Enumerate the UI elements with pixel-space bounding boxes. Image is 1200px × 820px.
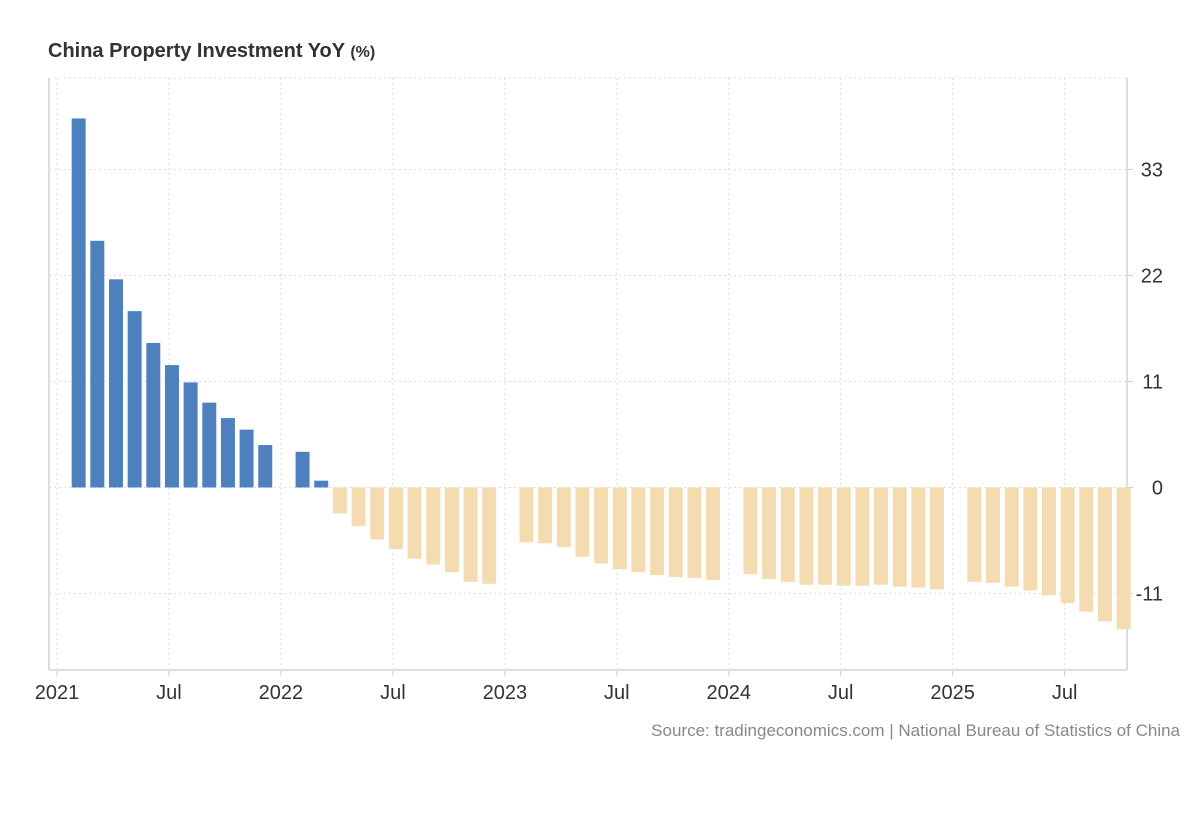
x-tick-label: 2023 [483,682,528,704]
y-tick-label: 11 [1142,371,1163,393]
chart-unit: (%) [350,44,376,61]
bar-2025-10 [1116,487,1131,630]
bar-2024-09 [874,487,889,585]
x-tick-label: Jul [380,682,406,704]
bar-2024-07 [836,487,851,586]
bar-2022-11 [463,487,478,582]
x-tick-label: 2025 [930,682,975,704]
bar-2024-05 [799,487,814,585]
bar-2024-06 [818,487,833,585]
bar-2023-09 [650,487,665,576]
bar-2024-02 [743,487,758,575]
bar-2023-03 [538,487,553,544]
y-tick-label: 22 [1141,265,1163,287]
x-tick-label: 2022 [259,682,304,704]
bar-2022-08 [407,487,422,559]
x-tick-label: Jul [156,682,182,704]
x-tick-label: Jul [604,682,630,704]
bar-2025-02 [967,487,982,582]
bar-2022-03 [314,480,329,488]
bar-2021-11 [239,429,254,488]
bar-2021-10 [220,418,235,488]
bar-2021-02 [71,118,86,488]
bar-2023-08 [631,487,646,573]
bar-2021-09 [202,402,217,488]
bar-2023-02 [519,487,534,543]
bar-2021-04 [108,279,123,488]
bar-2022-04 [332,487,347,514]
chart-title-text: China Property Investment YoY [48,40,345,62]
bar-2021-08 [183,382,198,488]
bar-2025-08 [1079,487,1094,612]
bar-2024-12 [930,487,945,590]
bar-2023-05 [575,487,590,557]
y-tick-label: 0 [1152,477,1163,499]
bar-2023-04 [556,487,571,548]
bar-2025-06 [1041,487,1056,596]
bar-2024-08 [855,487,870,586]
bar-2021-06 [146,342,161,488]
bar-2025-04 [1004,487,1019,587]
y-tick-label: -11 [1136,583,1163,605]
source-note: Source: tradingeconomics.com | National … [651,721,1180,740]
bar-2025-07 [1060,487,1075,604]
bar-2024-04 [780,487,795,582]
x-tick-label: 2021 [35,682,80,704]
bar-2024-10 [892,487,907,587]
bar-2022-12 [482,487,497,584]
bar-2022-07 [388,487,403,550]
bar-2022-02 [295,451,310,488]
bar-2021-03 [90,240,105,488]
bar-2024-03 [762,487,777,579]
bar-2023-07 [612,487,627,570]
bar-2025-05 [1023,487,1038,591]
x-tick-label: Jul [1052,682,1078,704]
bar-2023-06 [594,487,609,564]
x-tick-label: Jul [828,682,854,704]
bar-2022-09 [426,487,441,565]
bar-2023-12 [706,487,721,580]
bar-2024-11 [911,487,926,588]
bar-2022-10 [444,487,459,573]
bar-2022-05 [351,487,366,526]
bar-2025-09 [1097,487,1112,622]
bar-2021-05 [127,311,142,488]
bar-2021-12 [258,445,273,488]
bar-2022-06 [370,487,385,540]
chart-title: China Property Investment YoY (%) [48,40,375,63]
bar-2021-07 [164,365,179,488]
bar-2025-03 [986,487,1000,583]
bar-2023-10 [668,487,683,578]
y-tick-label: 33 [1141,160,1163,182]
x-tick-label: 2024 [707,682,752,704]
bar-2023-11 [687,487,702,578]
